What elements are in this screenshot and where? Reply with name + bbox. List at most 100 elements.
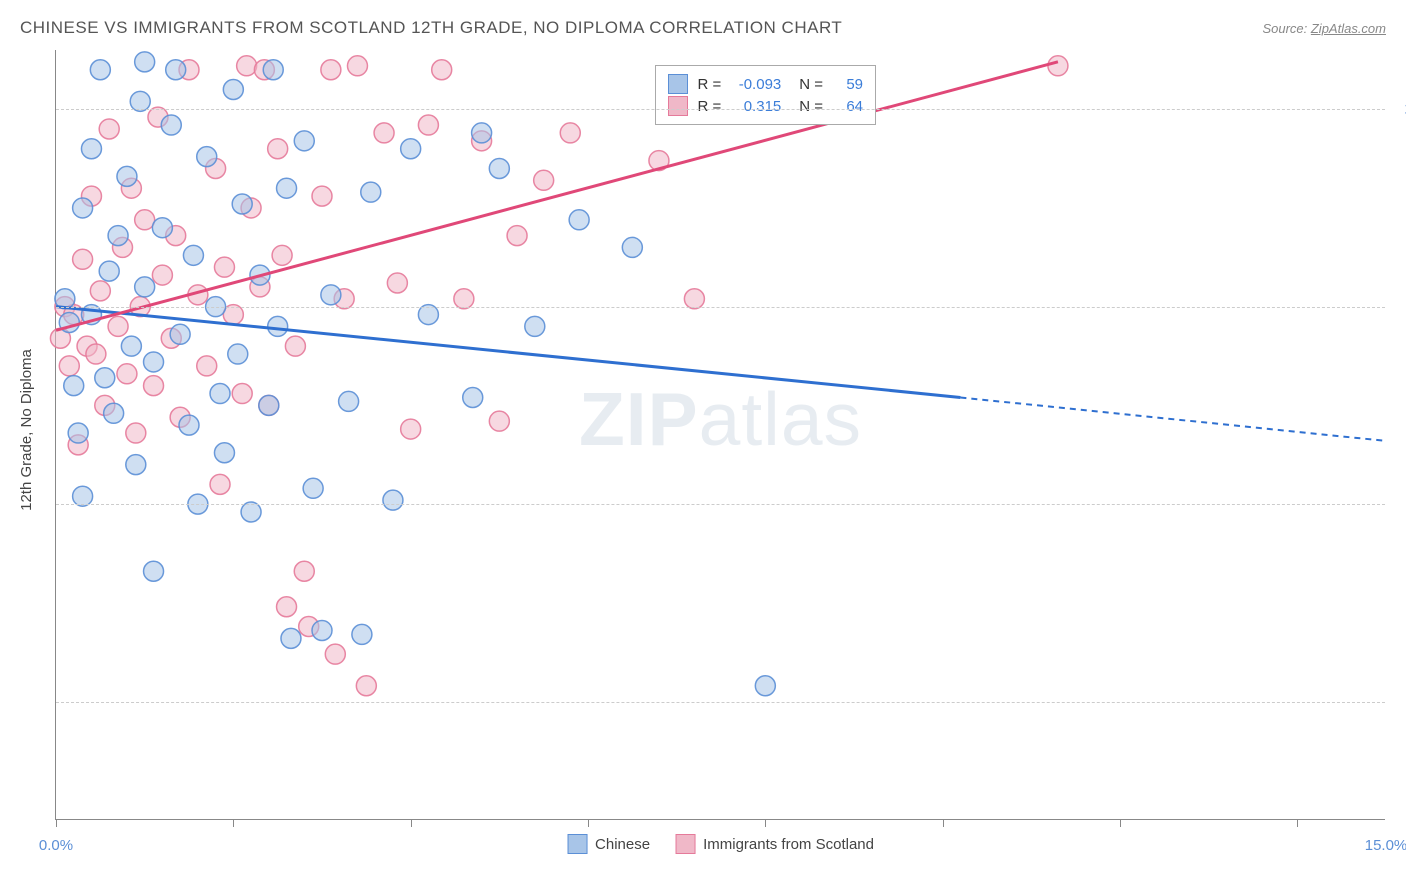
r-value: -0.093 — [731, 76, 781, 93]
data-point-scotland — [1048, 56, 1068, 76]
data-point-scotland — [507, 226, 527, 246]
legend-swatch — [668, 96, 688, 116]
data-point-scotland — [534, 170, 554, 190]
y-tick-label: 90.0% — [1395, 496, 1406, 513]
x-tick — [588, 819, 589, 827]
data-point-chinese — [622, 237, 642, 257]
data-point-chinese — [179, 415, 199, 435]
source-link[interactable]: ZipAtlas.com — [1311, 21, 1386, 36]
data-point-scotland — [268, 139, 288, 159]
data-point-chinese — [161, 115, 181, 135]
x-tick-label: 0.0% — [39, 837, 73, 854]
data-point-scotland — [237, 56, 257, 76]
data-point-chinese — [755, 676, 775, 696]
data-point-chinese — [277, 178, 297, 198]
data-point-chinese — [321, 285, 341, 305]
data-point-scotland — [152, 265, 172, 285]
data-point-scotland — [294, 561, 314, 581]
series-legend-label: Chinese — [595, 836, 650, 853]
plot-svg — [56, 50, 1385, 819]
data-point-scotland — [321, 60, 341, 80]
data-point-chinese — [228, 344, 248, 364]
y-tick-label: 100.0% — [1395, 101, 1406, 118]
legend-swatch — [567, 834, 587, 854]
data-point-chinese — [312, 620, 332, 640]
data-point-scotland — [489, 411, 509, 431]
data-point-chinese — [144, 561, 164, 581]
data-point-chinese — [183, 245, 203, 265]
plot-area: ZIPatlas R =-0.093N =59R =0.315N =64 Chi… — [55, 50, 1385, 820]
data-point-scotland — [214, 257, 234, 277]
data-point-chinese — [95, 368, 115, 388]
data-point-scotland — [356, 676, 376, 696]
x-tick — [1297, 819, 1298, 827]
data-point-scotland — [387, 273, 407, 293]
stats-legend-row: R =0.315N =64 — [668, 96, 864, 116]
x-tick-label: 15.0% — [1365, 837, 1406, 854]
data-point-chinese — [214, 443, 234, 463]
data-point-chinese — [104, 403, 124, 423]
stats-legend: R =-0.093N =59R =0.315N =64 — [655, 65, 877, 125]
n-value: 59 — [833, 76, 863, 93]
data-point-chinese — [268, 316, 288, 336]
data-point-scotland — [277, 597, 297, 617]
data-point-chinese — [463, 387, 483, 407]
x-tick — [56, 819, 57, 827]
data-point-chinese — [259, 395, 279, 415]
x-tick — [233, 819, 234, 827]
data-point-chinese — [303, 478, 323, 498]
regression-extrapolation-chinese — [960, 397, 1386, 440]
data-point-chinese — [352, 624, 372, 644]
n-label: N = — [799, 98, 823, 115]
grid-line — [56, 307, 1385, 308]
data-point-chinese — [361, 182, 381, 202]
data-point-chinese — [281, 628, 301, 648]
data-point-chinese — [210, 384, 230, 404]
regression-line-chinese — [56, 307, 960, 398]
data-point-chinese — [489, 158, 509, 178]
r-value: 0.315 — [731, 98, 781, 115]
data-point-chinese — [166, 60, 186, 80]
data-point-scotland — [135, 210, 155, 230]
data-point-scotland — [312, 186, 332, 206]
data-point-chinese — [144, 352, 164, 372]
data-point-scotland — [418, 115, 438, 135]
n-value: 64 — [833, 98, 863, 115]
chart-title: CHINESE VS IMMIGRANTS FROM SCOTLAND 12TH… — [20, 18, 842, 38]
data-point-chinese — [68, 423, 88, 443]
y-axis-label: 12th Grade, No Diploma — [18, 349, 35, 511]
data-point-chinese — [263, 60, 283, 80]
series-legend-item: Immigrants from Scotland — [675, 834, 874, 854]
data-point-chinese — [232, 194, 252, 214]
data-point-scotland — [144, 376, 164, 396]
data-point-chinese — [90, 60, 110, 80]
data-point-scotland — [90, 281, 110, 301]
data-point-chinese — [81, 139, 101, 159]
n-label: N = — [799, 76, 823, 93]
data-point-chinese — [99, 261, 119, 281]
data-point-scotland — [325, 644, 345, 664]
data-point-scotland — [126, 423, 146, 443]
data-point-chinese — [126, 455, 146, 475]
data-point-chinese — [170, 324, 190, 344]
data-point-chinese — [223, 79, 243, 99]
source-attribution: Source: ZipAtlas.com — [1262, 21, 1386, 36]
data-point-scotland — [73, 249, 93, 269]
data-point-chinese — [339, 391, 359, 411]
x-tick — [1120, 819, 1121, 827]
data-point-chinese — [569, 210, 589, 230]
data-point-chinese — [152, 218, 172, 238]
source-prefix: Source: — [1262, 21, 1310, 36]
data-point-scotland — [374, 123, 394, 143]
data-point-scotland — [197, 356, 217, 376]
grid-line — [56, 109, 1385, 110]
data-point-scotland — [117, 364, 137, 384]
y-tick-label: 95.0% — [1395, 298, 1406, 315]
data-point-scotland — [560, 123, 580, 143]
data-point-scotland — [285, 336, 305, 356]
data-point-chinese — [117, 166, 137, 186]
y-tick-label: 85.0% — [1395, 693, 1406, 710]
data-point-scotland — [432, 60, 452, 80]
header-row: CHINESE VS IMMIGRANTS FROM SCOTLAND 12TH… — [20, 18, 1386, 38]
data-point-scotland — [99, 119, 119, 139]
